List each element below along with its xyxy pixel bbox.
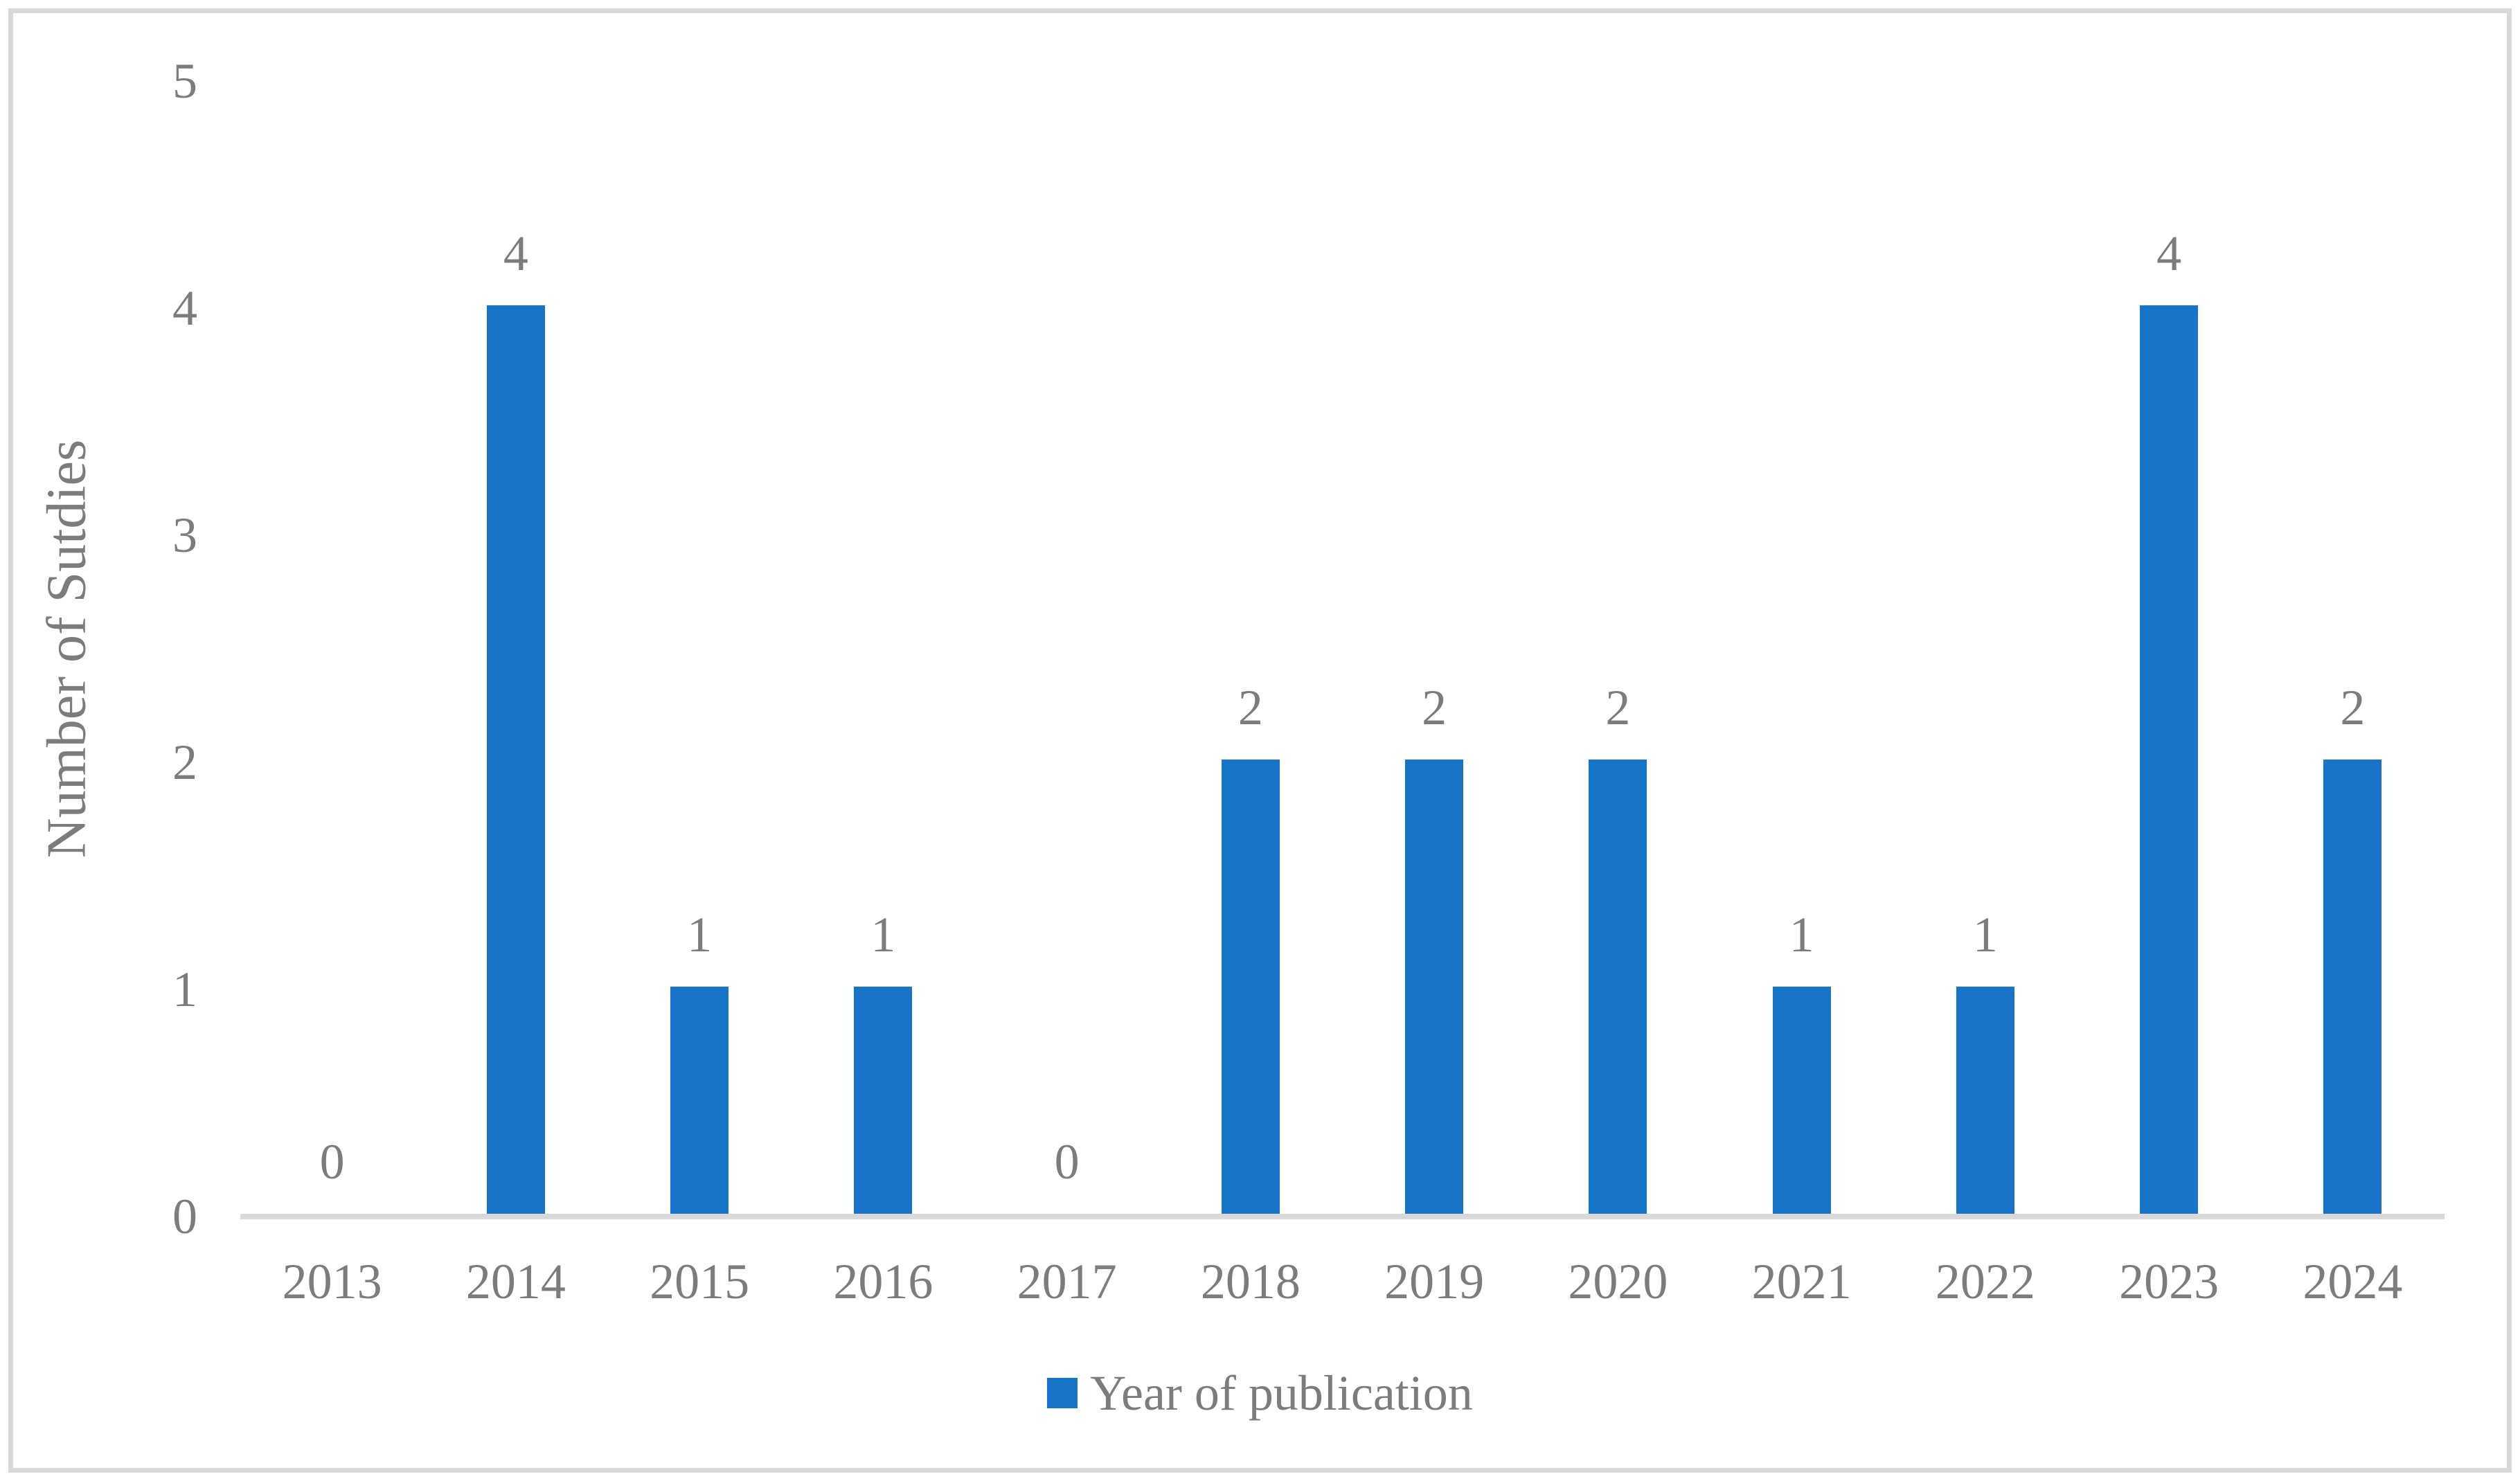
y-tick-label: 2 (172, 735, 197, 790)
y-tick-label: 1 (172, 962, 197, 1017)
bar-2021 (1772, 987, 1831, 1214)
bar-value-label-2020: 2 (1605, 680, 1631, 735)
legend-swatch-icon (1047, 1378, 1078, 1408)
bar-2014 (486, 305, 545, 1214)
x-tick-label-2013: 2013 (282, 1254, 382, 1309)
bar-2024 (2323, 760, 2382, 1214)
x-tick-label-2022: 2022 (1935, 1254, 2035, 1309)
bar-value-label-2023: 4 (2156, 226, 2182, 281)
y-tick-label: 4 (172, 280, 197, 336)
bar-value-label-2021: 1 (1789, 907, 1814, 962)
y-tick-label: 5 (172, 53, 197, 109)
x-tick-label-2016: 2016 (833, 1254, 933, 1309)
x-tick-label-2017: 2017 (1017, 1254, 1117, 1309)
x-axis-line (240, 1214, 2445, 1219)
bar-2015 (670, 987, 729, 1214)
x-tick-label-2021: 2021 (1751, 1254, 1852, 1309)
x-tick-label-2024: 2024 (2303, 1254, 2403, 1309)
bar-value-label-2022: 1 (1972, 907, 1998, 962)
y-tick-label: 0 (172, 1189, 197, 1244)
x-tick-label-2018: 2018 (1200, 1254, 1301, 1309)
y-axis-title: Number of Sutdies (36, 439, 98, 859)
legend: Year of publication (0, 1365, 2520, 1421)
bar-value-label-2013: 0 (319, 1134, 345, 1190)
x-tick-label-2015: 2015 (650, 1254, 750, 1309)
bar-2020 (1589, 760, 1647, 1214)
bar-2023 (2140, 305, 2199, 1214)
y-tick-label: 3 (172, 508, 197, 563)
bar-value-label-2015: 1 (687, 907, 713, 962)
bar-2019 (1405, 760, 1464, 1214)
x-tick-label-2020: 2020 (1568, 1254, 1668, 1309)
x-tick-label-2023: 2023 (2119, 1254, 2219, 1309)
bar-value-label-2016: 1 (870, 907, 896, 962)
bar-2018 (1221, 760, 1280, 1214)
legend-label: Year of publication (1090, 1365, 1473, 1421)
bar-value-label-2014: 4 (503, 226, 528, 281)
bar-value-label-2024: 2 (2340, 680, 2366, 735)
bar-2022 (1956, 987, 2014, 1214)
bar-value-label-2019: 2 (1422, 680, 1447, 735)
bar-2016 (854, 987, 913, 1214)
bar-value-label-2018: 2 (1237, 680, 1263, 735)
x-tick-label-2014: 2014 (465, 1254, 566, 1309)
x-tick-label-2019: 2019 (1384, 1254, 1485, 1309)
bar-value-label-2017: 0 (1054, 1134, 1080, 1190)
